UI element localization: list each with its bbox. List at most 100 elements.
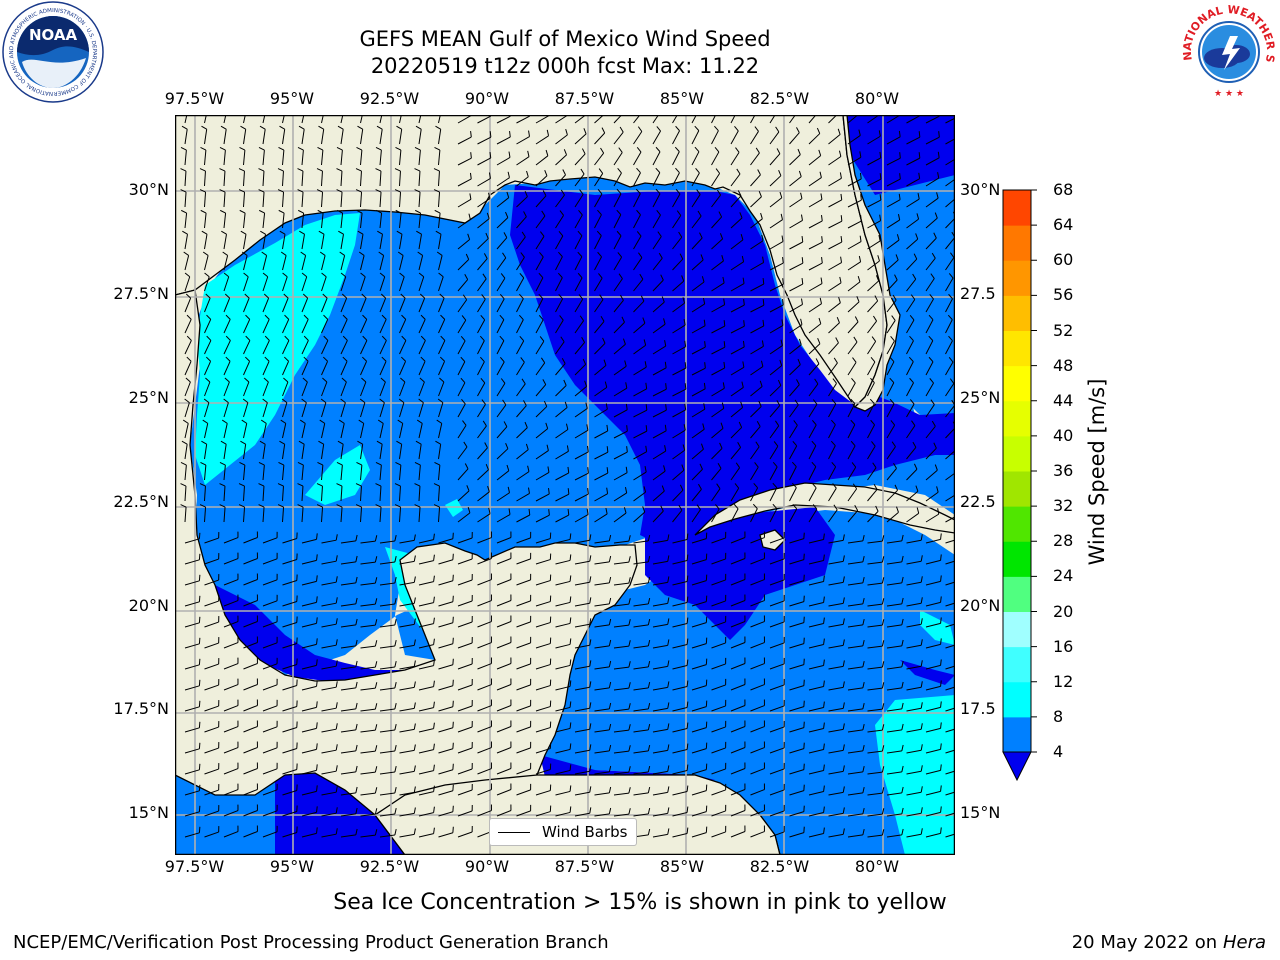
wind-barb <box>750 741 765 754</box>
wind-barb <box>808 337 821 355</box>
wind-barb <box>769 213 783 229</box>
wind-barb <box>691 319 706 334</box>
wind-barb <box>633 188 641 208</box>
wind-barb <box>789 420 798 439</box>
wind-barb <box>945 273 954 292</box>
wind-barb <box>906 294 916 313</box>
wind-barb <box>808 743 825 754</box>
wind-barb <box>633 126 643 145</box>
wind-barb <box>496 804 512 817</box>
wind-barb <box>535 314 544 334</box>
wind-barb <box>535 190 547 208</box>
wind-barb <box>418 743 435 754</box>
wind-barb <box>438 574 454 586</box>
wind-barb <box>457 531 473 544</box>
wind-barb <box>457 615 473 628</box>
wind-barb <box>535 532 552 544</box>
wind-barb <box>574 230 583 250</box>
wind-barb <box>730 483 740 502</box>
wind-barb <box>906 335 914 355</box>
wind-barb <box>906 786 923 796</box>
wind-barb <box>555 128 568 145</box>
wind-barb <box>594 127 606 145</box>
wind-barb <box>220 125 227 145</box>
wind-barb <box>496 273 506 292</box>
wind-barb <box>808 214 823 229</box>
wind-barb <box>516 190 528 208</box>
wind-barb <box>394 504 402 523</box>
wind-barb <box>789 318 803 334</box>
wind-barb <box>730 125 739 145</box>
wind-barb <box>633 273 644 292</box>
wind-barb <box>223 615 239 628</box>
wind-barb <box>336 461 343 481</box>
wind-barb <box>199 189 207 208</box>
wind-barb <box>477 783 492 796</box>
wind-barb <box>594 189 603 208</box>
wind-barb <box>183 251 190 271</box>
wind-barb <box>399 765 416 775</box>
wind-barb <box>886 152 901 166</box>
wind-barb <box>613 230 622 250</box>
wind-barb <box>633 723 651 733</box>
wind-barb <box>516 170 529 187</box>
wind-barb <box>769 482 778 502</box>
wind-barb <box>243 741 258 754</box>
wind-barb <box>847 129 861 145</box>
wind-barb <box>279 230 286 250</box>
colorbar-segment <box>1003 400 1031 437</box>
noaa-logo: NATIONAL OCEANIC AND ATMOSPHERIC ADMINIS… <box>0 0 104 103</box>
wind-barb <box>652 424 667 439</box>
wind-barb <box>672 743 689 754</box>
wind-barb <box>340 702 358 712</box>
wind-barb <box>399 702 416 712</box>
wind-barb <box>262 720 278 733</box>
wind-barb <box>808 317 822 334</box>
wind-barb <box>672 383 687 397</box>
wind-barb <box>262 594 278 607</box>
wind-barb <box>516 465 530 481</box>
wind-barb <box>555 509 570 523</box>
wind-barb <box>316 168 323 187</box>
wind-barb <box>418 785 435 796</box>
wind-barb <box>260 419 267 439</box>
wind-barb <box>691 382 706 397</box>
wind-barb <box>243 272 249 292</box>
florida-peninsula <box>842 115 901 412</box>
wind-barb <box>282 356 290 376</box>
wind-barb <box>925 294 934 313</box>
wind-barb <box>357 125 364 145</box>
wind-barb <box>652 296 665 313</box>
wind-barb <box>594 446 609 460</box>
wind-barb <box>594 467 609 481</box>
wind-barb <box>438 721 454 733</box>
wind-barb <box>243 804 258 817</box>
wind-barb <box>282 532 298 544</box>
wind-barb <box>711 298 726 313</box>
wind-barb <box>867 808 885 817</box>
wind-barb <box>750 615 765 628</box>
wind-barb <box>262 531 278 544</box>
wind-barb <box>477 531 492 544</box>
wind-barb <box>808 596 825 607</box>
wind-barb <box>418 722 435 733</box>
wind-barb <box>633 317 646 334</box>
wind-barb <box>769 594 785 607</box>
wind-barb <box>438 595 454 607</box>
wind-barb <box>925 273 935 292</box>
wind-barb <box>633 252 643 271</box>
lon-tick-label-bottom: 85°W <box>659 857 705 876</box>
wind-barb <box>789 148 801 166</box>
wind-barb <box>886 555 904 565</box>
wind-barb <box>301 554 318 565</box>
wind-barb <box>395 461 402 481</box>
wind-barb <box>223 531 239 544</box>
wind-barb <box>613 168 622 187</box>
wind-barb <box>457 762 473 775</box>
wind-barb <box>418 554 435 565</box>
wind-barb <box>691 463 703 481</box>
lat-tick-label-left: 15°N <box>128 803 169 823</box>
wind-barb <box>321 576 338 586</box>
wind-barb <box>535 149 549 166</box>
wind-barb <box>555 230 564 250</box>
